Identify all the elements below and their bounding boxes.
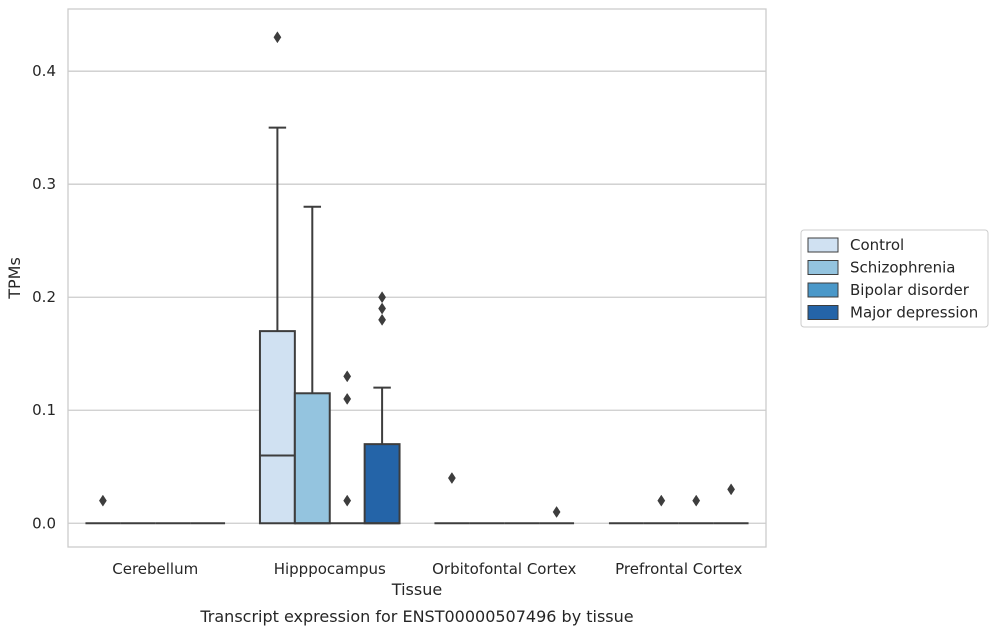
box-body — [293, 392, 331, 525]
legend-swatch — [807, 282, 839, 298]
plot-area-frame — [67, 8, 767, 548]
y-tick-label: 0.4 — [32, 62, 56, 80]
box-control — [85, 494, 121, 525]
box-major-depression — [363, 291, 401, 525]
box-schizophrenia — [643, 494, 679, 525]
x-tick-label: Hipppocampus — [274, 560, 386, 578]
outlier-point — [448, 472, 456, 485]
box-bipolar-disorder — [678, 494, 714, 525]
outlier-point — [692, 494, 701, 507]
legend-label: Major depression — [850, 304, 978, 322]
gridlines — [68, 70, 766, 524]
box-schizophrenia — [293, 205, 331, 525]
outlier-point — [343, 370, 352, 383]
chart-caption: Transcript expression for ENST0000050749… — [199, 607, 633, 626]
outlier-point — [657, 494, 666, 507]
box-body — [258, 330, 296, 525]
box-major-depression — [539, 506, 575, 525]
legend-label: Bipolar disorder — [850, 281, 970, 299]
box-control — [258, 31, 296, 525]
y-tick-labels: 0.0 0.1 0.2 0.3 0.4 — [32, 62, 56, 532]
legend: Control Schizophrenia Bipolar disorder Majo… — [800, 229, 989, 328]
legend-swatch — [807, 237, 839, 253]
x-tick-label: Orbitofontal Cortex — [432, 560, 576, 578]
x-tick-label: Prefrontal Cortex — [615, 560, 742, 578]
box-series-group — [85, 31, 749, 525]
outlier-point — [343, 494, 352, 507]
y-tick-label: 0.1 — [32, 401, 56, 419]
x-tick-label: Cerebellum — [112, 560, 198, 578]
box-body — [363, 443, 401, 525]
outlier-point — [552, 506, 561, 518]
outlier-point — [99, 494, 107, 507]
y-axis-label: TPMs — [5, 257, 24, 300]
x-axis-label: Tissue — [391, 580, 442, 599]
legend-swatch — [807, 305, 839, 320]
box-major-depression — [713, 483, 749, 525]
y-tick-label: 0.3 — [32, 175, 56, 193]
box-control — [434, 472, 470, 525]
legend-swatch — [807, 260, 839, 275]
outlier-point — [273, 31, 282, 44]
outlier-point — [378, 291, 386, 304]
box-bipolar-disorder — [329, 370, 365, 525]
outlier-point — [378, 313, 386, 326]
legend-label: Schizophrenia — [850, 259, 955, 277]
legend-frame — [800, 229, 989, 328]
legend-label: Control — [850, 236, 904, 254]
y-tick-label: 0.2 — [32, 288, 56, 306]
x-tick-labels: Cerebellum Hipppocampus Orbitofontal Corte… — [112, 560, 742, 578]
outlier-point — [727, 483, 735, 496]
y-tick-label: 0.0 — [32, 514, 56, 532]
outlier-point — [378, 302, 386, 315]
outlier-point — [343, 392, 352, 405]
